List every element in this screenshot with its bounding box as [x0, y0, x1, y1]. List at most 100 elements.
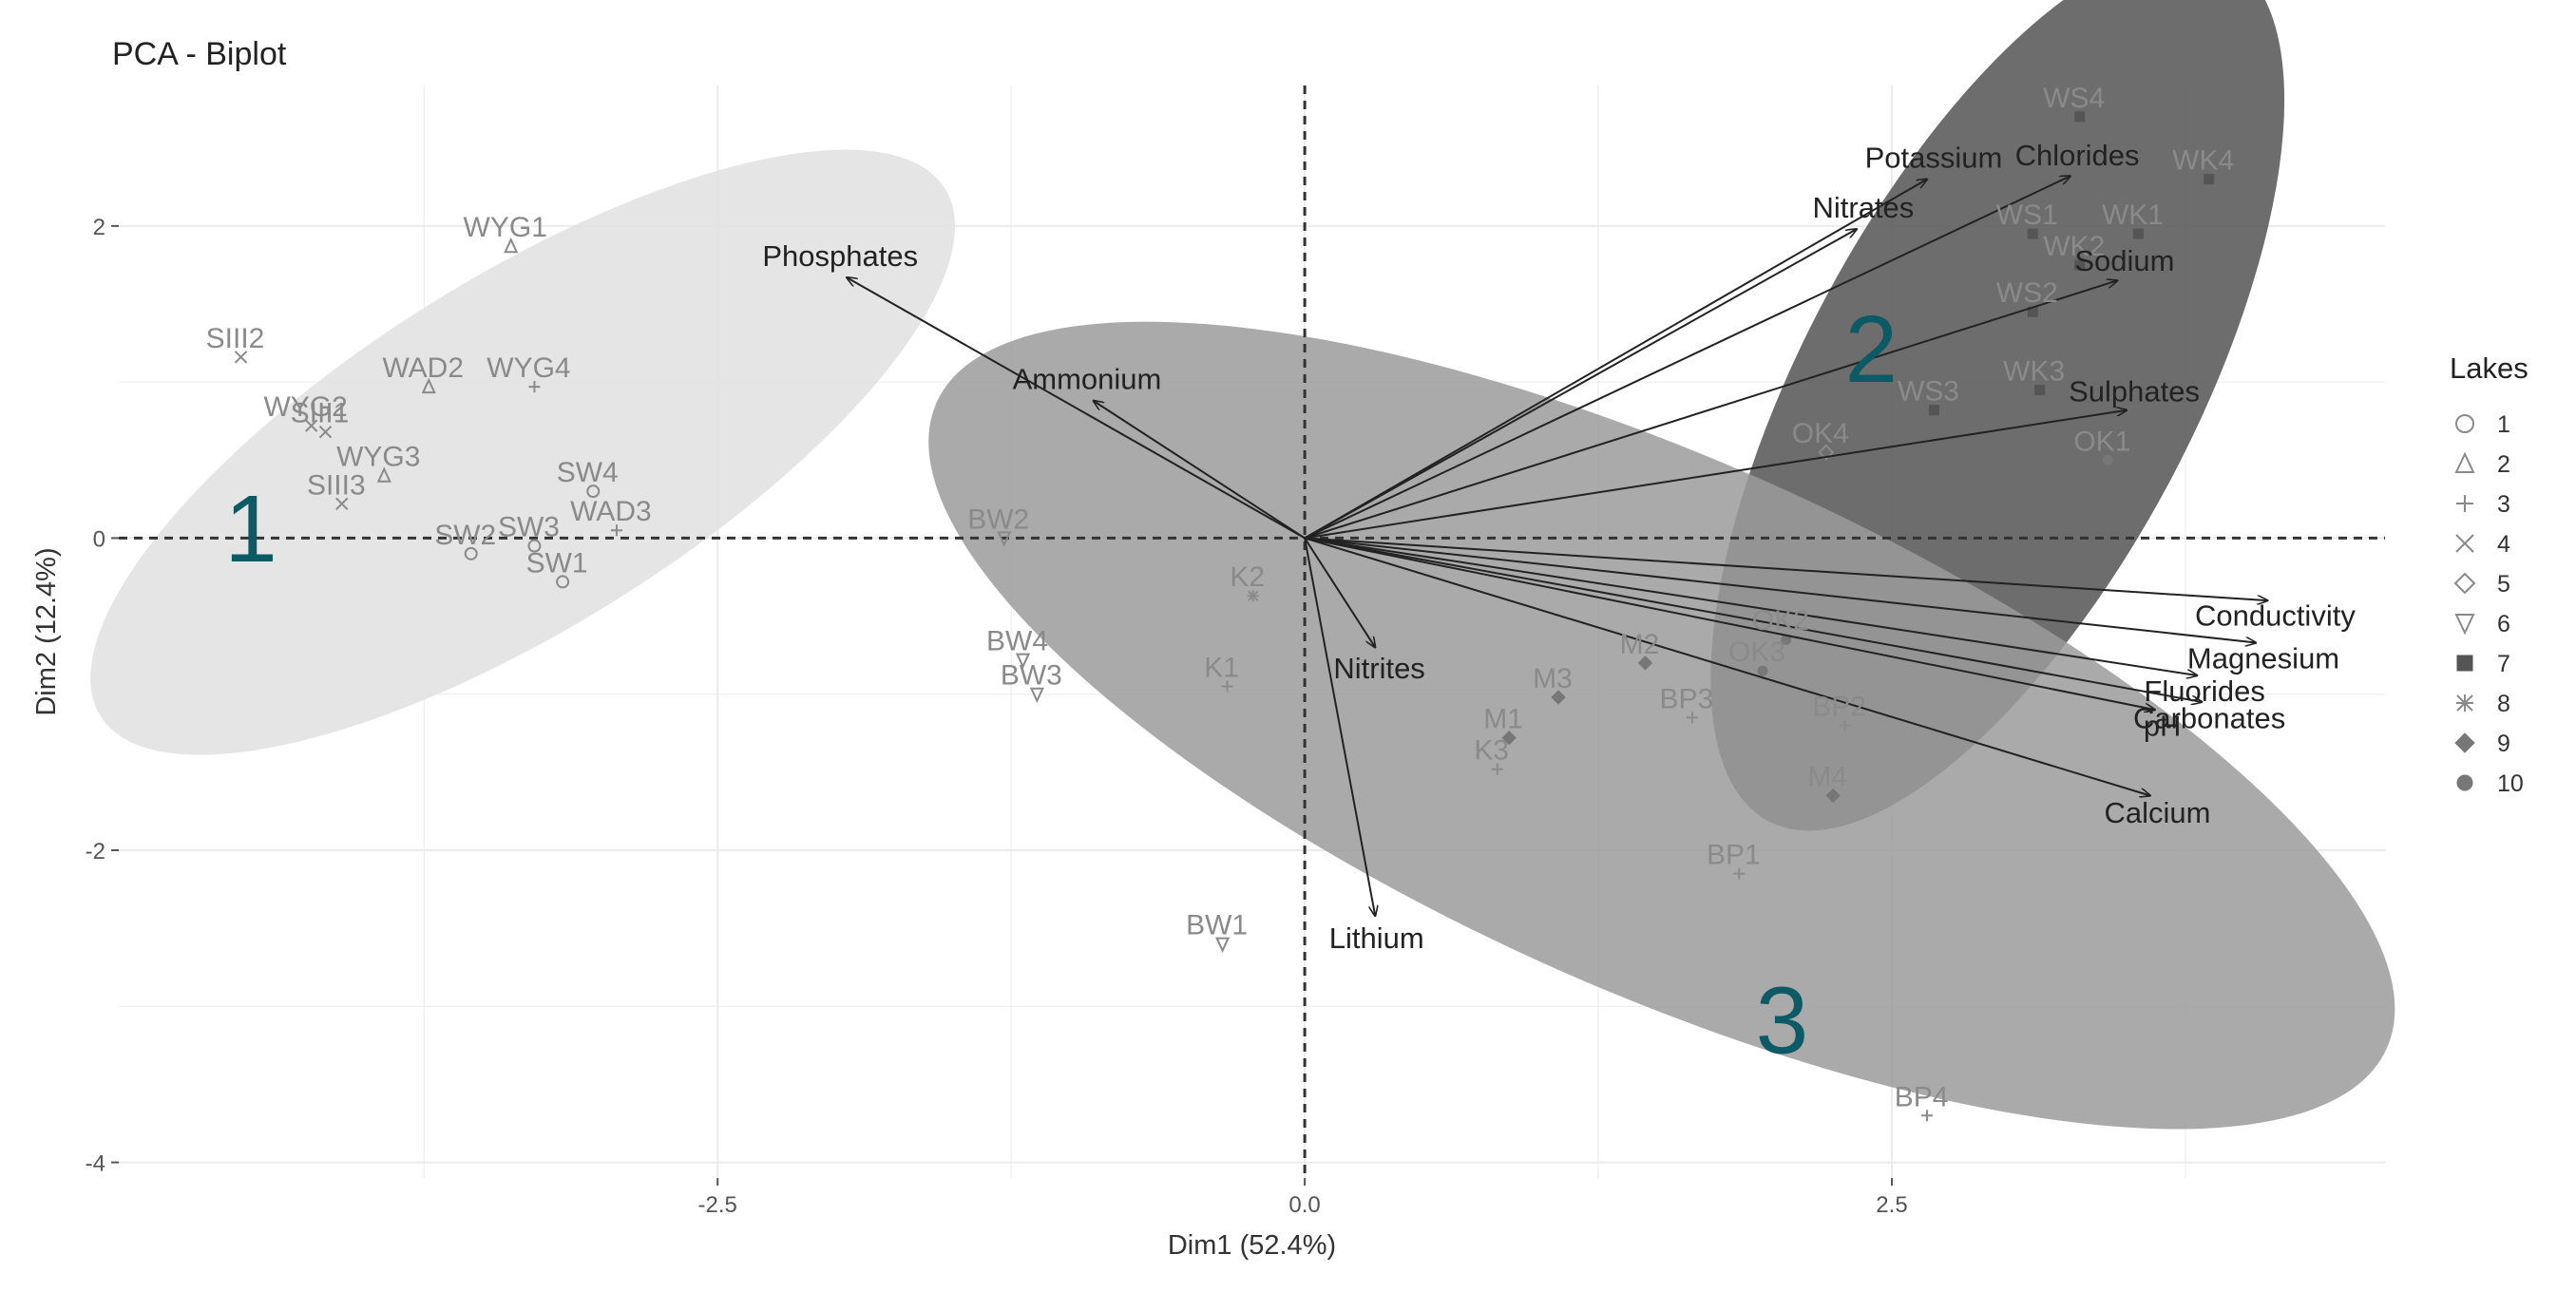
- observation-point-m1: [1501, 731, 1517, 746]
- observation-label: WS3: [1898, 376, 1959, 408]
- cluster-label-1: 1: [224, 476, 277, 582]
- observation-label: SW1: [526, 547, 588, 579]
- observation-point-siii3: [335, 497, 349, 510]
- observation-label: OK2: [1752, 605, 1809, 636]
- legend-label-2: 2: [2497, 451, 2510, 478]
- variable-arrow-fluorides: [1304, 537, 2197, 675]
- variable-label: Sodium: [2074, 244, 2174, 277]
- variable-label: Lithium: [1329, 922, 1424, 955]
- variable-arrow-potassium: [1304, 180, 1927, 540]
- variable-arrow-nitrites: [1304, 537, 1375, 647]
- variable-arrow-sodium: [1304, 280, 2117, 540]
- variable-label: Carbonates: [2133, 701, 2285, 734]
- observation-label: BW4: [986, 626, 1048, 657]
- observation-label: SIII1: [291, 398, 350, 429]
- observation-label: BP3: [1660, 683, 1714, 714]
- x-axis-title: Dim1 (52.4%): [1168, 1230, 1336, 1261]
- variable-label: Calcium: [2105, 796, 2211, 829]
- observation-point-wyg4: [528, 381, 541, 393]
- legend-key-8[interactable]: [2456, 694, 2473, 712]
- observation-label: SIII3: [307, 469, 366, 501]
- observation-label: K1: [1204, 653, 1239, 684]
- legend-key-6[interactable]: [2454, 614, 2475, 636]
- observation-point-ws1: [2027, 228, 2038, 239]
- observation-point-siii2: [234, 351, 248, 364]
- legend-key-2[interactable]: [2454, 451, 2475, 473]
- observation-label: SIII2: [206, 323, 265, 354]
- legend-label-9: 9: [2497, 731, 2510, 757]
- legend-label-3: 3: [2497, 491, 2510, 518]
- observation-point-sw3: [527, 539, 542, 553]
- legend-label-7: 7: [2497, 651, 2510, 677]
- observation-points: [234, 111, 2215, 1122]
- observation-point-wk4: [2204, 174, 2215, 185]
- observation-point-wk1: [2132, 228, 2144, 239]
- variable-arrow-magnesium: [1304, 537, 2256, 642]
- observation-point-bw3: [1029, 687, 1044, 704]
- observation-point-bw4: [1015, 653, 1031, 669]
- observation-point-sw2: [464, 546, 478, 560]
- observation-label: M4: [1807, 762, 1847, 793]
- observation-label: WK4: [2172, 145, 2234, 177]
- legend[interactable]: Lakes 1 2 3 4 5 6 7 8 9 10: [2450, 352, 2528, 797]
- axes: -2.5 0.0 2.5 -4 -2 0 2 Dim1 (52.4%) Dim2 (12.4%): [31, 215, 1908, 1261]
- legend-key-7[interactable]: [2456, 655, 2473, 672]
- observation-point-bw2: [997, 531, 1012, 547]
- observation-label: WK1: [2102, 200, 2164, 231]
- observation-label: WS1: [1996, 200, 2058, 231]
- variable-arrow-conductivity: [1305, 537, 2267, 600]
- observation-point-bp4: [1921, 1110, 1934, 1122]
- labels: 1 2 3 SIII2 SIII1 SIII3 WYG1 WYG2 WYG3 WYG4 WAD2 WA…: [206, 83, 2357, 1112]
- legend-key-3[interactable]: [2456, 495, 2473, 512]
- observation-point-sw4: [586, 484, 601, 499]
- legend-key-9[interactable]: [2454, 732, 2475, 753]
- observation-point-bw1: [1215, 937, 1231, 953]
- variable-arrows: [847, 176, 2267, 916]
- variable-label: Potassium: [1865, 142, 2003, 175]
- cluster-label-2: 2: [1845, 296, 1899, 403]
- observation-point-ok4: [1818, 444, 1835, 461]
- observation-label: K3: [1474, 735, 1509, 767]
- legend-key-4[interactable]: [2455, 534, 2474, 553]
- observation-point-bp3: [1686, 712, 1698, 724]
- observation-point-siii1: [318, 426, 333, 439]
- observation-point-m4: [1825, 788, 1841, 804]
- observation-point-wad3: [610, 524, 622, 537]
- observation-point-ok1: [2102, 454, 2113, 466]
- observation-point-wyg3: [376, 466, 391, 483]
- observation-label: BP2: [1812, 692, 1866, 723]
- legend-key-1[interactable]: [2455, 414, 2474, 433]
- observation-point-k1: [1221, 680, 1233, 693]
- observation-point-ws4: [2074, 111, 2086, 123]
- observation-label: BP1: [1707, 840, 1761, 871]
- cluster-ellipses: [90, 0, 2395, 1130]
- variable-label: Chlorides: [2015, 139, 2140, 172]
- observation-label: WS2: [1996, 277, 2058, 309]
- observation-label: OK1: [2073, 426, 2130, 457]
- legend-key-5[interactable]: [2453, 572, 2476, 595]
- observation-label: M2: [1620, 629, 1660, 660]
- x-tick-label: 2.5: [1876, 1192, 1907, 1218]
- legend-label-5: 5: [2497, 571, 2510, 598]
- legend-key-10[interactable]: [2456, 774, 2473, 791]
- observation-label: M1: [1483, 704, 1523, 735]
- variable-label: Sulphates: [2069, 374, 2200, 408]
- variable-arrow-phosphates: [847, 277, 1306, 540]
- observation-point-bp1: [1733, 867, 1746, 880]
- observation-label: BW1: [1186, 910, 1248, 941]
- variable-arrow-ammonium: [1094, 401, 1306, 540]
- chart-title: PCA - Biplot: [112, 36, 287, 72]
- variable-label: Nitrites: [1333, 652, 1424, 685]
- observation-label: BW3: [1001, 660, 1062, 692]
- variable-arrow-calcium: [1304, 537, 2150, 795]
- legend-label-8: 8: [2497, 691, 2510, 717]
- variable-label: Conductivity: [2195, 599, 2356, 633]
- observation-label: WS4: [2043, 83, 2105, 114]
- cluster-label-3: 3: [1756, 968, 1809, 1074]
- legend-label-6: 6: [2497, 611, 2510, 637]
- x-tick-label: 0.0: [1288, 1192, 1320, 1218]
- observation-point-ok3: [1757, 665, 1768, 676]
- grid-layer: [119, 86, 2385, 1178]
- y-axis-title: Dim2 (12.4%): [31, 547, 62, 715]
